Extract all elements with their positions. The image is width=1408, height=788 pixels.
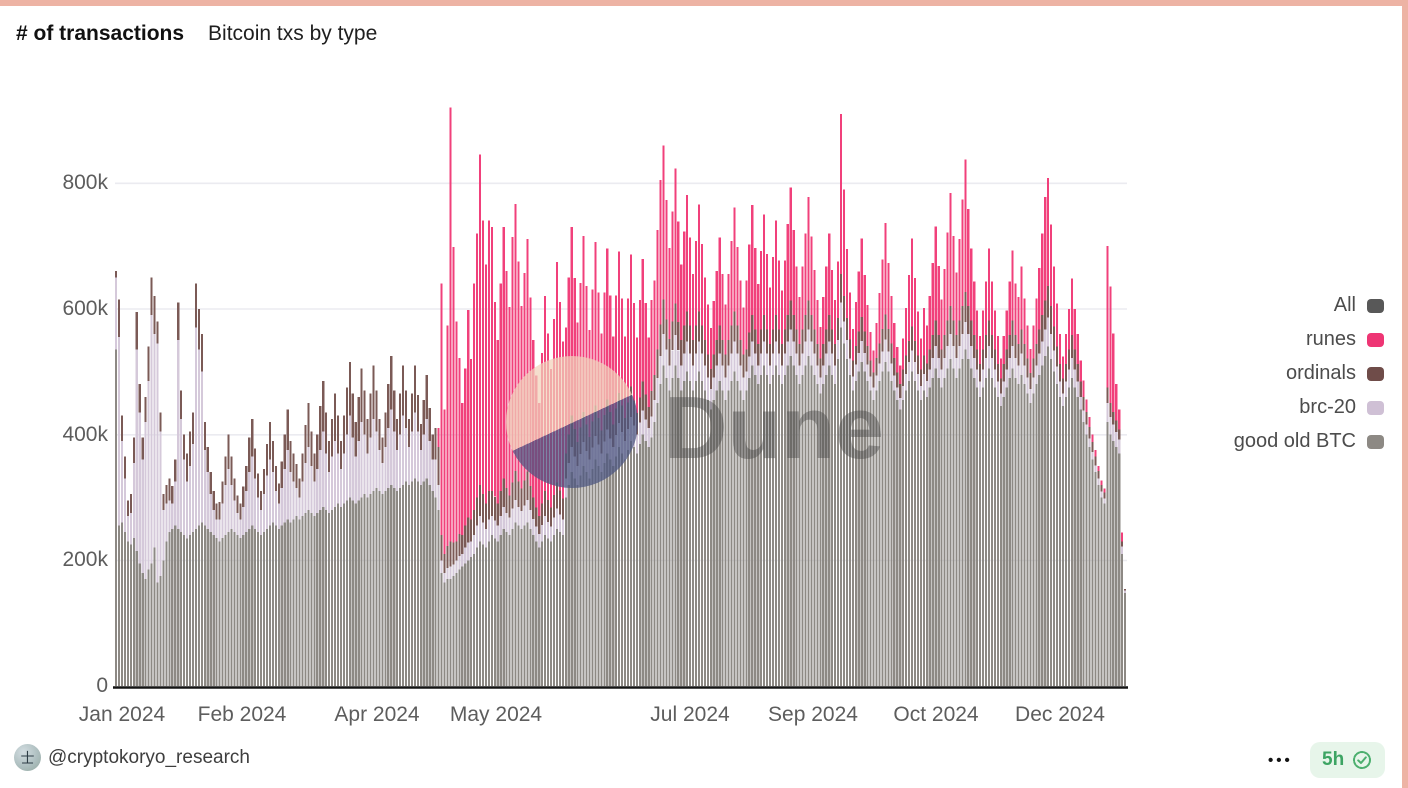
watermark-text: Dune: [664, 378, 884, 477]
chart-title: Bitcoin txs by type: [208, 22, 378, 45]
x-tick-oct: Oct 2024: [893, 703, 979, 726]
legend-item-ordinals[interactable]: ordinals: [1234, 362, 1384, 385]
legend-item-runes[interactable]: runes: [1234, 328, 1384, 351]
verified-check-icon: [1353, 751, 1372, 769]
x-tick-jul: Jul 2024: [650, 703, 730, 726]
legend-swatch-brc-20: [1367, 400, 1384, 415]
legend-item-brc-20[interactable]: brc-20: [1234, 396, 1384, 419]
more-options-icon[interactable]: •••: [1268, 752, 1293, 769]
legend-swatch-ordinals: [1367, 366, 1384, 381]
value-axis-title: # of transactions: [16, 22, 185, 45]
legend-swatch-good-old-btc: [1367, 434, 1384, 449]
freshness-badge[interactable]: 5h: [1310, 742, 1386, 778]
x-tick-dec: Dec 2024: [1015, 703, 1105, 726]
footer: 士 @cryptokoryo_research ••• 5h: [0, 732, 1402, 788]
legend: All runes ordinals brc-20 good old BTC: [1234, 294, 1384, 453]
legend-swatch-runes: [1367, 332, 1384, 347]
dune-logo-icon: [506, 356, 638, 488]
legend-item-good-old-btc[interactable]: good old BTC: [1234, 430, 1384, 453]
x-tick-jan: Jan 2024: [78, 703, 166, 726]
y-tick-800k: 800k: [62, 171, 108, 194]
chart-header: # of transactions Bitcoin txs by type: [16, 22, 377, 46]
frame-border-top: [0, 0, 1408, 6]
x-tick-may: May 2024: [449, 703, 543, 726]
x-tick-sep: Sep 2024: [768, 703, 858, 726]
avatar-glyph: 士: [20, 749, 35, 766]
y-tick-0: 0: [96, 674, 108, 697]
x-tick-feb: Feb 2024: [197, 703, 287, 726]
legend-swatch-all: [1367, 298, 1384, 313]
y-tick-600k: 600k: [62, 297, 108, 320]
avatar[interactable]: 士: [14, 744, 41, 771]
y-tick-400k: 400k: [62, 423, 108, 446]
frame-border-right: [1402, 0, 1408, 788]
badge-time: 5h: [1322, 749, 1345, 770]
author-handle[interactable]: @cryptokoryo_research: [48, 747, 250, 768]
x-tick-apr: Apr 2024: [334, 703, 420, 726]
dune-watermark: Dune: [506, 356, 884, 488]
legend-item-all[interactable]: All: [1234, 294, 1384, 317]
y-tick-200k: 200k: [62, 548, 108, 571]
